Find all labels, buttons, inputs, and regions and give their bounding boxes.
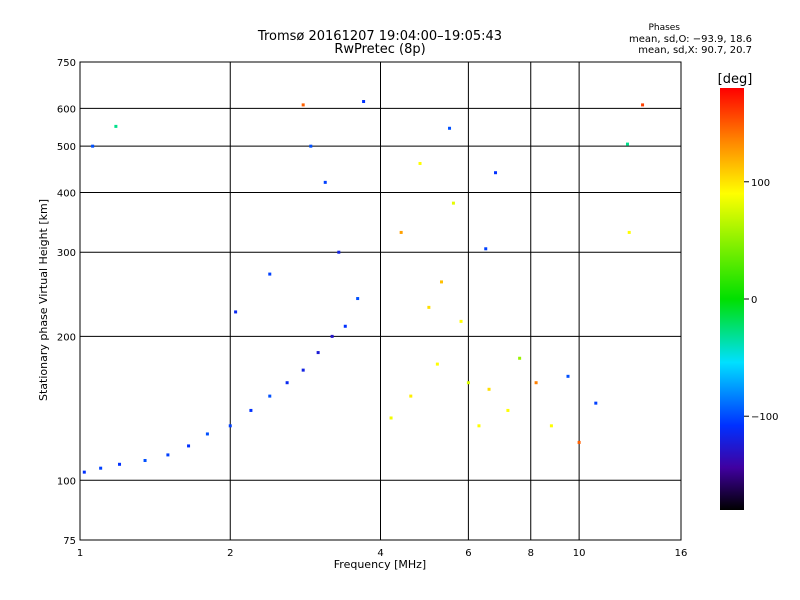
data-point <box>427 305 431 309</box>
data-point <box>249 408 253 412</box>
data-point <box>534 381 538 385</box>
y-tick-label: 100 <box>57 476 76 487</box>
data-point <box>309 144 313 148</box>
data-point <box>166 453 170 457</box>
x-tick-label: 16 <box>675 548 688 559</box>
header: Tromsø 20161207 19:04:00–19:05:43 RwPret… <box>257 23 752 57</box>
data-point <box>228 424 232 428</box>
data-point <box>409 394 413 398</box>
data-point <box>440 280 444 284</box>
data-point <box>99 466 103 470</box>
data-point <box>323 180 327 184</box>
data-point <box>234 310 238 314</box>
data-point <box>494 171 498 175</box>
data-point <box>301 368 305 372</box>
data-point <box>459 319 463 323</box>
data-point <box>484 247 488 251</box>
data-point <box>187 444 191 448</box>
x-tick-label: 2 <box>227 548 233 559</box>
data-point <box>625 142 629 146</box>
data-point <box>627 230 631 234</box>
colorbar-tick-label: −100 <box>751 412 778 423</box>
data-point <box>487 387 491 391</box>
data-point <box>435 362 439 366</box>
data-point <box>466 381 470 385</box>
y-axis-label: Stationary phase Virtual Height [km] <box>37 199 50 401</box>
plot-grid <box>79 61 682 541</box>
chart-title-line1: Tromsø 20161207 19:04:00–19:05:43 <box>257 29 502 44</box>
x-tick-label: 10 <box>573 548 586 559</box>
data-point <box>448 126 452 130</box>
data-point <box>268 272 272 276</box>
x-tick-label: 4 <box>377 548 383 559</box>
x-tick-label: 1 <box>77 548 83 559</box>
plot-points <box>82 100 645 474</box>
colorbar-tick-label: 0 <box>751 295 757 306</box>
data-point <box>91 144 95 148</box>
y-tick-label: 75 <box>63 536 76 547</box>
data-point <box>330 334 334 338</box>
data-point <box>82 470 86 474</box>
phases-x-stats: mean, sd,X: 90.7, 20.7 <box>638 45 752 56</box>
y-tick-label: 600 <box>57 104 76 115</box>
data-point <box>285 381 289 385</box>
data-point <box>316 351 320 355</box>
y-axis-ticks: 75 100 200 300 400 500 600 750 <box>57 58 76 547</box>
data-point <box>477 424 481 428</box>
data-point <box>641 103 645 107</box>
y-tick-label: 300 <box>57 248 76 259</box>
data-point <box>566 374 570 378</box>
data-point <box>143 458 147 462</box>
data-point <box>518 356 522 360</box>
colorbar <box>720 88 744 510</box>
x-axis-ticks: 1 2 4 6 8 10 16 <box>77 548 688 559</box>
data-point <box>451 201 455 205</box>
data-point <box>362 100 366 104</box>
data-point <box>268 394 272 398</box>
y-tick-label: 750 <box>57 58 76 69</box>
colorbar-label: [deg] <box>718 72 753 87</box>
colorbar-ticks: 100 0 −100 <box>744 178 778 423</box>
data-point <box>506 408 510 412</box>
data-point <box>343 324 347 328</box>
data-point <box>549 424 553 428</box>
plot-frame <box>79 61 682 541</box>
data-point <box>118 462 122 466</box>
data-point <box>301 103 305 107</box>
x-tick-label: 6 <box>465 548 471 559</box>
data-point <box>577 440 581 444</box>
phases-o-stats: mean, sd,O: −93.9, 18.6 <box>629 34 752 45</box>
data-point <box>399 230 403 234</box>
data-point <box>337 250 341 254</box>
data-point <box>114 124 118 128</box>
data-point <box>389 416 393 420</box>
x-axis-label: Frequency [MHz] <box>334 558 426 571</box>
data-point <box>356 297 360 301</box>
data-point <box>205 432 209 436</box>
y-tick-label: 400 <box>57 188 76 199</box>
colorbar-tick-label: 100 <box>751 178 770 189</box>
y-tick-label: 500 <box>57 142 76 153</box>
data-point <box>418 161 422 165</box>
x-tick-label: 8 <box>528 548 534 559</box>
phases-title: Phases <box>648 23 680 33</box>
chart-title-line2: RwPretec (8p) <box>334 42 425 57</box>
y-tick-label: 200 <box>57 332 76 343</box>
data-point <box>594 401 598 405</box>
